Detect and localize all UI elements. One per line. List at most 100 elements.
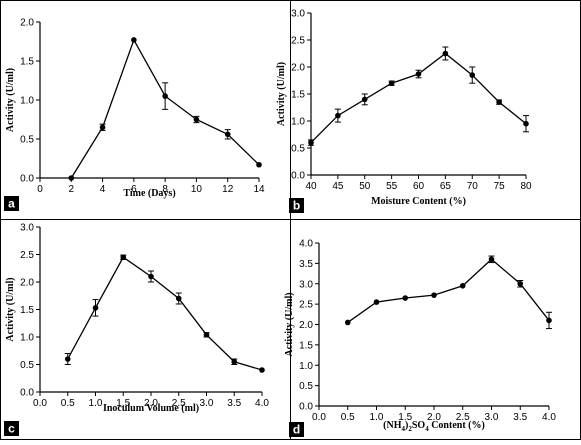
x-tick-label: 3.5 <box>513 412 527 423</box>
data-point <box>442 50 449 57</box>
y-tick-label: 1.0 <box>20 333 34 344</box>
y-tick-label: 3.0 <box>299 279 313 290</box>
x-tick-label: 45 <box>332 181 344 192</box>
x-tick-label: 1.5 <box>116 398 130 409</box>
y-tick-label: 0.0 <box>20 174 34 185</box>
y-tick-label: 2.5 <box>299 300 313 311</box>
x-axis-title: Time (Days) <box>123 188 175 199</box>
data-point <box>415 71 422 77</box>
y-tick-label: 2.5 <box>20 250 34 261</box>
y-tick-label: 3.0 <box>291 9 305 20</box>
data-point <box>496 99 502 105</box>
y-tick-label: 0.0 <box>299 402 313 413</box>
y-tick-label: 1.5 <box>299 340 313 351</box>
y-tick-label: 3.0 <box>20 223 34 234</box>
y-tick-label: 1.5 <box>20 57 34 68</box>
data-point <box>231 358 238 365</box>
data-point <box>361 96 368 103</box>
data-point <box>488 256 495 263</box>
y-tick-label: 0.0 <box>20 388 34 399</box>
panel-letter-badge <box>289 422 304 437</box>
chart-panel-b: 0.0 0.5 1.0 1.5 2.0 2.5 3.0 40 45 50 55 60 65 70 75 80 M… <box>276 9 532 213</box>
x-tick-label: 2.5 <box>172 398 186 409</box>
panel-letter: b <box>293 199 300 213</box>
data-point <box>175 295 182 302</box>
y-tick-label: 2.5 <box>291 36 305 47</box>
x-tick-label: 50 <box>359 181 371 192</box>
data-point <box>335 112 341 119</box>
x-tick-label: 1.0 <box>370 412 384 423</box>
panels: 0.0 0.5 1.0 1.5 2.0 0 2 4 6 8 10 12 14 Time (Days) Act… <box>4 9 556 437</box>
data-point <box>546 317 552 324</box>
x-tick-label: 1.0 <box>89 398 103 409</box>
x-tick-label: 4 <box>100 184 106 195</box>
y-tick-label: 1.0 <box>291 117 305 128</box>
data-point <box>68 175 75 181</box>
panel-letter-badge <box>4 421 19 436</box>
y-axis-title: Activity (U/ml) <box>284 292 295 356</box>
x-tick-label: 0.0 <box>312 412 326 423</box>
x-tick-label: 4.0 <box>255 398 269 409</box>
x-tick-label: 2.5 <box>456 412 470 423</box>
x-axis-title: (NH4)2SO4 Content (%) <box>383 420 485 433</box>
y-tick-label: 2.0 <box>20 278 34 289</box>
data-point <box>431 292 437 298</box>
data-point <box>308 139 314 146</box>
x-tick-label: 0.0 <box>33 398 47 409</box>
data-point <box>64 356 71 362</box>
x-tick-label: 8 <box>162 184 168 195</box>
x-tick-label: 2.0 <box>427 412 441 423</box>
x-tick-label: 0.5 <box>341 412 355 423</box>
x-tick-label: 12 <box>222 184 234 195</box>
series-line <box>310 52 527 144</box>
x-tick-label: 40 <box>305 181 317 192</box>
x-tick-label: 6 <box>131 184 137 195</box>
panel-letter: d <box>293 423 300 437</box>
y-axis-title: Activity (U/ml) <box>5 277 16 341</box>
data-point <box>523 120 529 127</box>
y-tick-label: 1.0 <box>299 361 313 372</box>
data-point <box>120 254 127 261</box>
chart-panel-c: 0.0 0.5 1.0 1.5 2.0 2.5 3.0 0.0 0.5 1.0 1.5 2.0 2.5 3… <box>4 223 269 436</box>
y-axis-title: Activity (U/ml) <box>276 62 287 126</box>
data-point <box>402 295 409 301</box>
data-point <box>162 93 168 99</box>
series-line <box>347 258 550 323</box>
y-tick-label: 3.5 <box>299 259 313 270</box>
data-point <box>148 273 154 280</box>
x-axis-title: Inoculum Volume (ml) <box>103 403 199 414</box>
y-tick-label: 0.5 <box>291 144 305 155</box>
y-tick-label: 1.0 <box>20 96 34 107</box>
data-point <box>203 332 210 338</box>
y-tick-label: 0.0 <box>291 171 305 182</box>
data-point <box>373 299 380 305</box>
data-point <box>517 280 524 287</box>
x-tick-label: 0.5 <box>61 398 75 409</box>
x-tick-label: 4.0 <box>542 412 556 423</box>
x-tick-label: 60 <box>413 181 425 192</box>
y-tick-label: 2.0 <box>299 320 313 331</box>
data-point <box>92 305 99 311</box>
x-tick-label: 2 <box>69 184 75 195</box>
x-tick-label: 65 <box>440 181 452 192</box>
x-tick-label: 0 <box>37 184 43 195</box>
data-point <box>256 161 262 168</box>
data-point <box>459 282 466 289</box>
y-axis-title: Activity (U/ml) <box>5 68 16 132</box>
chart-panel-a: 0.0 0.5 1.0 1.5 2.0 0 2 4 6 8 10 12 14 Time (Days) Act… <box>4 18 265 211</box>
data-point <box>388 80 395 86</box>
panel-letter: c <box>8 422 15 436</box>
data-point <box>224 131 231 138</box>
x-tick-label: 3.5 <box>227 398 241 409</box>
panel-letter-badge <box>4 196 19 211</box>
data-point <box>193 116 200 123</box>
x-axis-title: Moisture Content (%) <box>371 196 466 207</box>
x-tick-label: 80 <box>520 181 532 192</box>
panel-letter: a <box>8 197 15 211</box>
x-tick-label: 10 <box>191 184 203 195</box>
x-tick-label: 55 <box>386 181 398 192</box>
y-tick-label: 1.5 <box>291 90 305 101</box>
y-tick-label: 0.5 <box>20 360 34 371</box>
x-tick-label: 70 <box>467 181 479 192</box>
